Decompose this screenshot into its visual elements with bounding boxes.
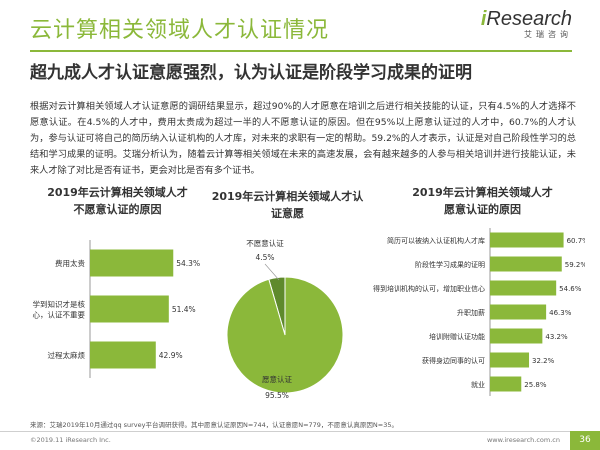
- logo-main-text: Research: [486, 8, 572, 30]
- chart1-bar: [90, 341, 156, 369]
- chart3-value-label: 25.8%: [524, 381, 547, 389]
- source-note: 来源：艾瑞2019年10月通过qq survey平台调研获得。其中愿意认证原因N…: [30, 421, 399, 429]
- chart1-title-line-1: 2019年云计算相关领域人才: [47, 186, 188, 199]
- chart2-slice-label: 不愿意认证: [246, 238, 284, 248]
- chart1-title: 2019年云计算相关领域人才 不愿意认证的原因: [30, 184, 205, 218]
- chart1-category-label: 过程太麻烦: [48, 350, 86, 360]
- chart3-bar: [490, 304, 547, 320]
- chart3-category-label: 得到培训机构的认可，增加职业信心: [373, 284, 485, 293]
- page-subtitle: 超九成人才认证意愿强烈，认为认证是阶段学习成果的证明: [30, 63, 472, 83]
- chart2-leader-line: [264, 263, 280, 281]
- chart3-bar: [490, 376, 522, 392]
- chart1-category-label: 心，认证不重要: [33, 309, 86, 319]
- chart3-value-label: 46.3%: [549, 309, 572, 317]
- chart3-category-label: 阶段性学习成果的证明: [415, 260, 485, 269]
- chart2-slice-value: 4.5%: [255, 253, 274, 262]
- chart3-bar: [490, 280, 557, 296]
- chart2-slice: [226, 276, 344, 394]
- page-title: 云计算相关领域人才认证情况: [30, 18, 330, 43]
- footer-divider: [0, 431, 600, 432]
- chart3-bar: [490, 328, 543, 344]
- chart3-bar: [490, 352, 530, 368]
- chart3-value-label: 60.7%: [567, 237, 585, 245]
- logo-sub-text: 艾瑞咨询: [524, 30, 572, 39]
- chart2-title: 2019年云计算相关领域人才认 证意愿: [200, 188, 375, 222]
- chart3-category-label: 升职加薪: [457, 308, 485, 317]
- chart3-category-label: 简历可以被纳入认证机构人才库: [387, 236, 485, 245]
- chart1-value-label: 54.3%: [176, 259, 200, 268]
- chart1-bar: [90, 249, 174, 277]
- body-paragraph: 根据对云计算相关领域人才认证意愿的调研结果显示，超过90%的人才愿意在培训之后进…: [30, 101, 576, 176]
- chart1-category-label: 学到知识才是核: [33, 299, 86, 309]
- chart3-category-label: 就业: [471, 380, 485, 389]
- iresearch-logo: iResearch 艾瑞咨询: [481, 8, 572, 40]
- page-number: 36: [570, 431, 600, 450]
- chart3-value-label: 54.6%: [559, 285, 582, 293]
- chart2-pie-chart: 不愿意认证 4.5% 愿意认证 95.5%: [226, 238, 344, 400]
- chart3-title: 2019年云计算相关领域人才 愿意认证的原因: [395, 184, 570, 218]
- chart3-bar: [490, 256, 562, 272]
- chart3-category-label: 获得身边同事的认可: [422, 356, 485, 365]
- chart1-title-line-2: 不愿意认证的原因: [73, 203, 162, 216]
- chart1-value-label: 51.4%: [172, 305, 196, 314]
- chart3-value-label: 59.2%: [565, 261, 585, 269]
- chart3-title-line-1: 2019年云计算相关领域人才: [412, 186, 553, 199]
- chart2-slice-label: 愿意认证: [262, 374, 292, 384]
- chart1-value-label: 42.9%: [159, 351, 183, 360]
- chart1-category-label: 费用太贵: [55, 258, 85, 268]
- logo-prefix: i: [480, 8, 487, 30]
- chart2-title-line-2: 证意愿: [271, 207, 304, 220]
- chart3-bar: [490, 232, 564, 248]
- chart3-category-label: 培训附赠认证功能: [429, 332, 485, 341]
- chart2-title-line-1: 2019年云计算相关领域人才认: [211, 190, 364, 203]
- chart1-bar: [90, 295, 169, 323]
- chart3-value-label: 32.2%: [532, 357, 555, 365]
- title-rule: [30, 50, 572, 52]
- chart3-bar-chart: 60.7% 简历可以被纳入认证机构人才库 59.2% 阶段性学习成果的证明 54.6% 得…: [373, 228, 585, 396]
- copyright-text: ©2019.11 iResearch Inc.: [30, 436, 111, 444]
- chart2-slice-value: 95.5%: [265, 391, 289, 400]
- chart3-title-line-2: 愿意认证的原因: [444, 203, 521, 216]
- chart3-value-label: 43.2%: [545, 333, 568, 341]
- footer-url: www.iresearch.com.cn: [486, 436, 560, 444]
